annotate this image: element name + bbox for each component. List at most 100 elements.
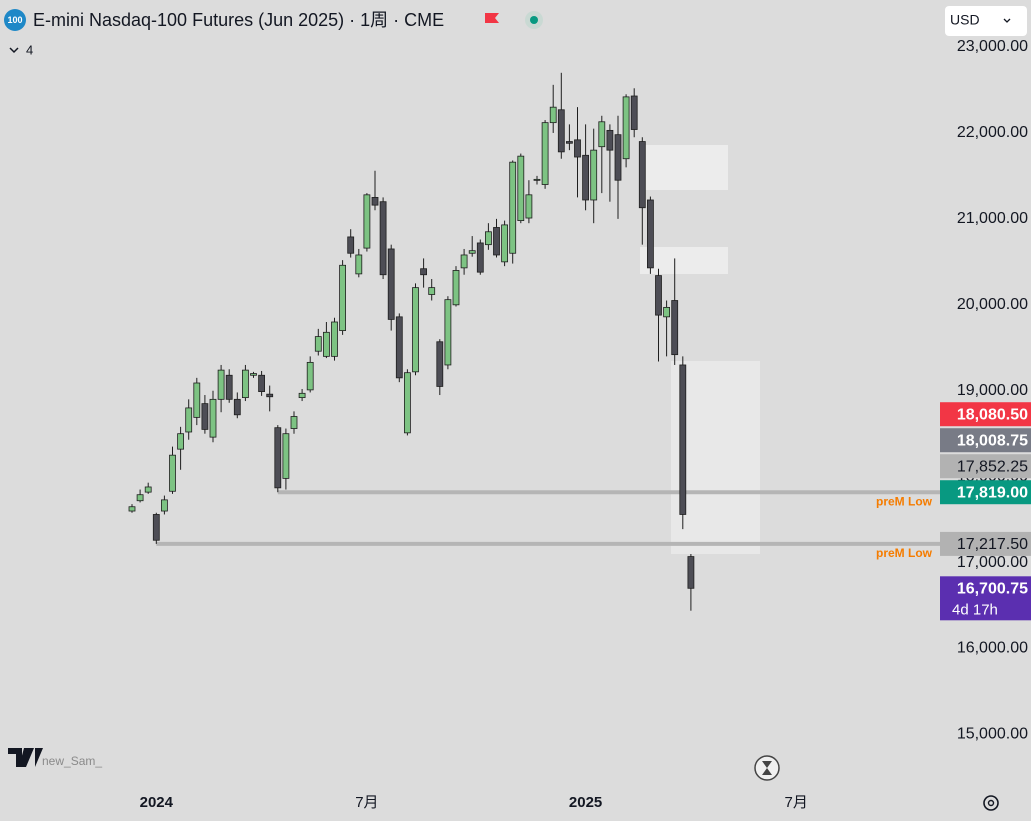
- indicator-count[interactable]: 4: [26, 42, 33, 57]
- candle-body: [314, 336, 322, 352]
- candle-body: [339, 264, 347, 331]
- hourglass-icon: [762, 761, 772, 775]
- candle-body: [614, 134, 622, 181]
- price-label: 16,700.75: [957, 581, 1028, 598]
- candle-body: [387, 248, 395, 320]
- candle-body: [622, 96, 630, 160]
- price-label: 17,217.50: [957, 536, 1028, 553]
- y-tick-label: 23,000.00: [957, 38, 1028, 55]
- zone: [640, 247, 728, 274]
- candle-body: [322, 331, 330, 357]
- candle-body: [517, 155, 525, 222]
- replay-button[interactable]: [754, 755, 780, 781]
- candle-body: [233, 398, 241, 416]
- candle-body: [501, 224, 509, 263]
- candle-body: [160, 499, 168, 512]
- x-tick-label: 7月: [355, 794, 378, 811]
- candle-body: [209, 398, 217, 438]
- candle-body: [128, 506, 136, 512]
- candle-body: [590, 149, 598, 201]
- candle-body: [266, 393, 274, 398]
- candle-body: [306, 361, 314, 391]
- x-tick-label: 2025: [569, 794, 602, 811]
- candle-body: [671, 300, 679, 356]
- candle-body: [250, 373, 257, 376]
- candle-body: [428, 287, 436, 295]
- x-tick-label: 2024: [140, 794, 174, 811]
- settings-icon[interactable]: [983, 795, 999, 811]
- y-tick-label: 15,000.00: [957, 726, 1028, 743]
- y-tick-label: 16,000.00: [957, 640, 1028, 657]
- candle-body: [379, 201, 387, 276]
- candle-body: [582, 154, 589, 201]
- candle-body: [420, 268, 428, 276]
- candle-body: [574, 139, 581, 158]
- candle-body: [241, 369, 249, 399]
- price-label-box: [940, 531, 1031, 556]
- candle-body: [598, 121, 606, 148]
- chart-title: E-mini Nasdaq-100 Futures (Jun 2025) · 1…: [33, 10, 444, 30]
- price-label-box: [940, 454, 1031, 479]
- price-label-box: [940, 576, 1031, 621]
- candle-body: [395, 316, 403, 379]
- candle-body: [355, 254, 363, 275]
- price-label: 18,008.75: [957, 432, 1028, 449]
- flag-icon[interactable]: [485, 13, 499, 23]
- candle-body: [290, 416, 298, 429]
- level-label: preM Low: [876, 494, 933, 508]
- candle-body: [655, 275, 662, 316]
- candle-body: [298, 392, 306, 399]
- candle-body: [687, 556, 695, 589]
- candle-body: [177, 433, 185, 450]
- candle-body: [566, 141, 573, 144]
- price-label-box: [940, 480, 1031, 505]
- candle-body: [185, 407, 193, 433]
- candle-body: [663, 306, 670, 318]
- plot-area: preM Low preM Low: [128, 46, 943, 735]
- price-label-box: [940, 428, 1031, 453]
- candle-body: [533, 178, 541, 181]
- candle-body: [371, 197, 379, 206]
- candle-body: [258, 374, 266, 392]
- candle-body: [444, 299, 452, 366]
- candle-body: [606, 129, 614, 151]
- candle-body: [525, 194, 533, 219]
- candle-body: [347, 236, 355, 254]
- candle-body: [541, 122, 549, 185]
- price-label-countdown: 4d 17h: [952, 601, 998, 618]
- candle-body: [476, 242, 484, 273]
- currency-button[interactable]: [945, 6, 1027, 36]
- candle-body: [638, 141, 646, 209]
- candle-body: [557, 109, 565, 153]
- candle-body: [549, 106, 557, 124]
- candle-body: [468, 250, 476, 254]
- candle-body: [136, 494, 144, 502]
- candle-body: [274, 427, 282, 489]
- status-dot-core: [530, 16, 538, 24]
- candle-body: [509, 161, 517, 254]
- price-label-box: [940, 402, 1031, 427]
- y-tick-label: 22,000.00: [957, 124, 1028, 141]
- candle-body: [331, 321, 338, 357]
- candle-body: [630, 95, 638, 130]
- candle-body: [647, 199, 654, 269]
- symbol-badge-text: 100: [7, 15, 22, 25]
- collapse-icon[interactable]: [9, 47, 19, 54]
- candle-body: [412, 287, 419, 373]
- y-tick-label: 17,000.00: [957, 554, 1028, 571]
- candle-body: [460, 254, 468, 269]
- candle-body: [403, 372, 411, 434]
- candle-body: [493, 227, 500, 256]
- y-tick-label: 19,000.00: [957, 382, 1028, 399]
- zone: [640, 145, 728, 190]
- price-label: 18,080.50: [957, 406, 1028, 423]
- currency-chevron: [1003, 18, 1011, 23]
- tv-logo: [35, 748, 43, 767]
- candle-body: [201, 403, 209, 430]
- settings-icon: [987, 799, 995, 807]
- tv-logo[interactable]: [8, 748, 34, 767]
- candle-body: [363, 194, 371, 249]
- price-label: 17,819.00: [957, 484, 1028, 501]
- currency[interactable]: USD: [950, 12, 980, 28]
